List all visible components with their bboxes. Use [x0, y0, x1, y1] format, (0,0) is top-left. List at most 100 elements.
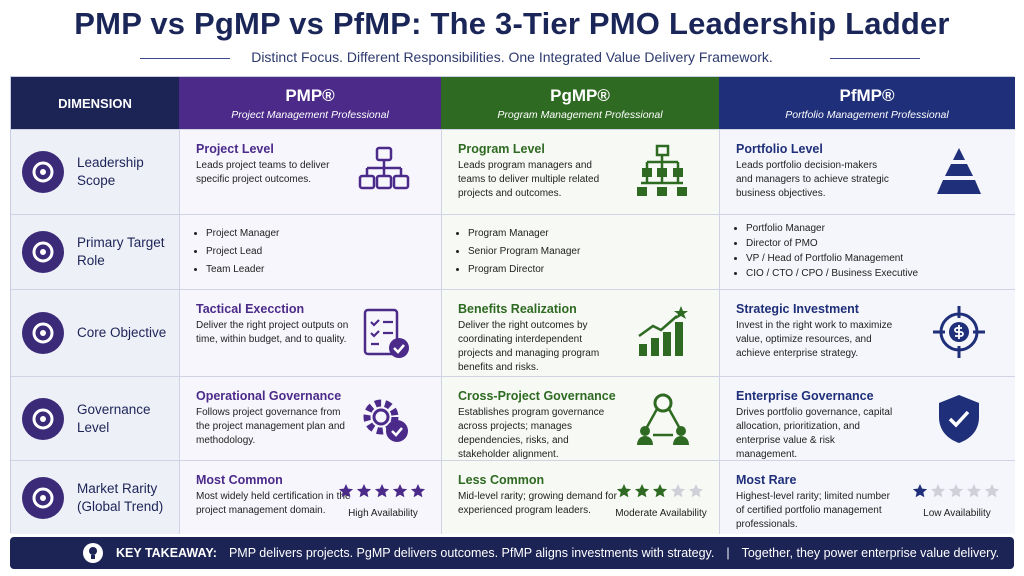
cell-icon — [937, 148, 981, 194]
role-item: CIO / CTO / CPO / Business Executive — [746, 266, 1015, 281]
separator: | — [726, 546, 730, 560]
takeaway-closing: Together, they power enterprise value de… — [741, 546, 1000, 560]
dimension-label: Primary Target Role — [77, 235, 165, 268]
column-name: PfMP® — [839, 85, 895, 105]
star — [688, 484, 704, 498]
cell-icon — [637, 144, 687, 196]
role-item: Senior Program Manager — [468, 243, 719, 261]
star — [634, 484, 650, 498]
column-full-name: Project Management Professional — [231, 108, 389, 121]
subtitle: Distinct Focus. Different Responsibiliti… — [251, 49, 773, 65]
column-name: PgMP® — [550, 85, 610, 105]
star — [374, 484, 390, 498]
cell-heading: Program Level — [458, 142, 545, 156]
takeaway-bar: KEY TAKEAWAY: PMP delivers projects. PgM… — [10, 537, 1014, 569]
cell-text: Follows project governance from the proj… — [196, 407, 345, 446]
dimension-icon — [22, 312, 64, 354]
takeaway-text: PMP delivers projects. PgMP delivers out… — [228, 546, 715, 560]
column-full-name: Program Management Professional — [497, 108, 663, 121]
role-item: Program Director — [468, 261, 719, 279]
cell: Portfolio Level Leads portfolio decision-… — [719, 129, 1015, 214]
availability: Low Availability — [923, 508, 991, 519]
dimension-cell: Market Rarity (Global Trend) — [11, 460, 179, 534]
cell-heading: Most Rare — [736, 473, 797, 487]
dimension-icon — [22, 231, 64, 273]
role-item: VP / Head of Portfolio Management — [746, 251, 1015, 266]
star-rating — [338, 484, 426, 498]
dimension-icon — [22, 151, 64, 193]
rating: Moderate Availability — [615, 483, 707, 519]
cell: Most Common Most widely held certificatio… — [179, 460, 441, 534]
star — [410, 484, 426, 498]
takeaway-label: KEY TAKEAWAY: — [116, 546, 217, 560]
cell: Project ManagerProject LeadTeam Leader — [179, 214, 441, 289]
cell-heading: Operational Governance — [196, 389, 342, 403]
cell: Strategic Investment Invest in the right … — [719, 289, 1015, 376]
cell-heading: Cross-Project Governance — [458, 389, 616, 403]
cell-icon — [363, 308, 409, 358]
dimension-label: Market Rarity (Global Trend) — [77, 480, 164, 514]
role-item: Project Manager — [206, 225, 441, 243]
divider — [140, 58, 230, 59]
cell-icon — [939, 395, 979, 443]
availability: High Availability — [348, 508, 418, 519]
role-item: Portfolio Manager — [746, 221, 1015, 236]
dimension-label: Core Objective — [77, 325, 167, 341]
star — [670, 484, 686, 498]
cell: Program ManagerSenior Program ManagerPro… — [441, 214, 719, 289]
cell: Portfolio ManagerDirector of PMOVP / Hea… — [719, 214, 1015, 289]
star-rating — [616, 484, 704, 498]
cell-heading: Tactical Execction — [196, 302, 305, 316]
dimension-label: Leadership Scope — [77, 155, 144, 188]
cell: Project Level Leads project teams to deli… — [179, 129, 441, 214]
role-list: Portfolio ManagerDirector of PMOVP / Hea… — [736, 221, 1015, 281]
cell-heading: Benefits Realization — [458, 302, 577, 316]
cell-text: Leads program managers and teams to deli… — [458, 160, 600, 199]
cell-text: Mid-level rarity; growing demand for exp… — [458, 491, 617, 516]
column-header: PgMP® Program Management Professional — [441, 77, 719, 129]
star — [652, 484, 668, 498]
rating: Low Availability — [911, 483, 1003, 519]
dimension-cell: Leadership Scope — [11, 129, 179, 214]
cell-text: Leads portfolio decision-makers and mana… — [736, 160, 889, 199]
cell: Tactical Execction Deliver the right proj… — [179, 289, 441, 376]
cell-text: Leads project teams to deliver specific … — [196, 160, 330, 185]
column-name: PMP® — [285, 85, 335, 105]
column-header: PfMP® Portfolio Management Professional — [719, 77, 1015, 129]
role-list: Project ManagerProject LeadTeam Leader — [196, 225, 441, 279]
cell: Most Rare Highest-level rarity; limited n… — [719, 460, 1015, 534]
star — [966, 484, 982, 498]
role-item: Program Manager — [468, 225, 719, 243]
dimension-icon — [22, 397, 64, 440]
cell: Benefits Realization Deliver the right ou… — [441, 289, 719, 376]
bulb-icon — [83, 543, 103, 563]
cell-heading: Strategic Investment — [736, 302, 859, 316]
star — [338, 484, 354, 498]
column-full-name: Portfolio Management Professional — [785, 108, 949, 121]
dimension-label: Governance Level — [77, 401, 151, 435]
star — [984, 484, 1000, 498]
cell-text: Establishes program governance across pr… — [458, 407, 605, 460]
cell-text: Deliver the right outcomes by coordinati… — [458, 320, 600, 373]
cell-text: Deliver the right project outputs on tim… — [196, 320, 349, 345]
role-item: Director of PMO — [746, 236, 1015, 251]
cell-text: Invest in the right work to maximize val… — [736, 320, 893, 359]
cell: Cross-Project Governance Establishes prog… — [441, 376, 719, 460]
cell-text: Most widely held certification in the pr… — [196, 491, 351, 516]
star — [948, 484, 964, 498]
cell-heading: Most Common — [196, 473, 283, 487]
cell-icon — [363, 399, 408, 442]
cell-icon — [638, 306, 688, 356]
cell: Less Common Mid-level rarity; growing dem… — [441, 460, 719, 534]
comparison-table: DIMENSION PMP® Project Management Professi… — [10, 76, 1015, 534]
cell-icon — [933, 306, 985, 358]
star-rating — [912, 484, 1000, 498]
star — [616, 484, 632, 498]
dimension-icon — [22, 476, 64, 519]
role-list: Program ManagerSenior Program ManagerPro… — [458, 225, 719, 279]
cell: Operational Governance Follows project go… — [179, 376, 441, 460]
dimension-cell: Governance Level — [11, 376, 179, 460]
cell-icon — [637, 393, 689, 445]
cell: Program Level Leads program managers and … — [441, 129, 719, 214]
star — [392, 484, 408, 498]
